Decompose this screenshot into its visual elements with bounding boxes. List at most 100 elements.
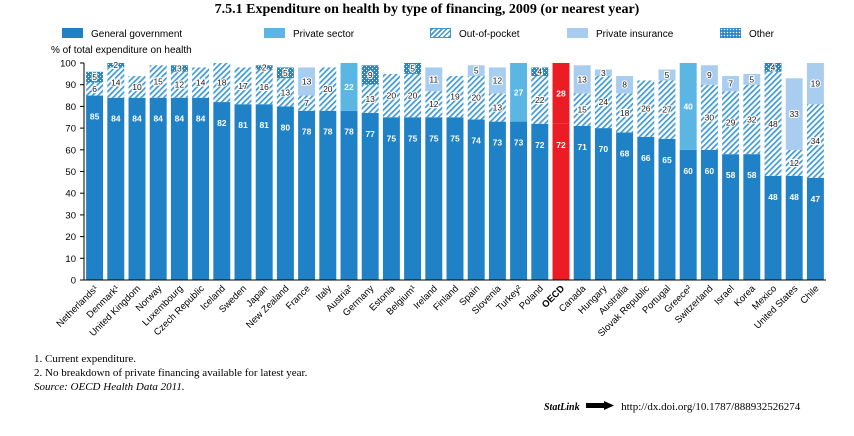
- data-label: 22: [535, 95, 545, 105]
- bar-segment: [128, 97, 146, 280]
- data-label: 26: [641, 104, 651, 114]
- x-tick-label: Israel: [713, 283, 737, 307]
- x-tick-label: France: [284, 283, 313, 312]
- data-label: 68: [620, 148, 630, 158]
- data-label: 84: [153, 114, 163, 124]
- bar-segment: [573, 65, 591, 94]
- y-tick-label: 10: [65, 254, 76, 265]
- data-label: 29: [726, 118, 736, 128]
- data-label: 17: [238, 81, 248, 91]
- bar-segment: [467, 65, 485, 77]
- bar-segment: [234, 67, 252, 105]
- data-label: 84: [111, 114, 121, 124]
- legend-label: Private sector: [293, 29, 355, 40]
- data-label: 34: [811, 136, 821, 146]
- bar-segment: [658, 138, 676, 280]
- y-tick-label: 40: [65, 189, 76, 200]
- legend-item-general-government: General government: [62, 28, 182, 42]
- data-label: 13: [281, 87, 291, 97]
- bar-segment: [107, 97, 125, 280]
- legend-swatch-private-insurance: [567, 28, 588, 38]
- bar-segment: [404, 63, 422, 74]
- data-label: 84: [132, 114, 142, 124]
- bar-segment: [298, 95, 316, 111]
- bar-segment: [616, 93, 634, 133]
- data-label: 77: [365, 129, 375, 139]
- data-label: 84: [175, 114, 185, 124]
- bar-segment: [425, 67, 443, 92]
- data-label: 5: [665, 70, 670, 80]
- bar-segment: [488, 93, 506, 122]
- bar-segment: [637, 80, 655, 137]
- data-label: 48: [789, 192, 799, 202]
- y-tick-label: 0: [71, 276, 76, 287]
- data-label: 80: [281, 122, 291, 132]
- x-tick-label: Poland: [517, 283, 546, 312]
- data-label: 20: [471, 93, 481, 103]
- bar-segment: [192, 67, 210, 98]
- bar-segment: [234, 104, 252, 280]
- y-tick-label: 50: [65, 167, 76, 178]
- data-label: 58: [747, 170, 757, 180]
- legend: General government Private sector Out-of…: [62, 28, 825, 42]
- bar-segment: [446, 76, 464, 118]
- bar-segment: [128, 76, 146, 98]
- data-label: 5: [474, 66, 479, 76]
- data-label: 15: [153, 76, 163, 86]
- bar-segment: [488, 67, 506, 94]
- bar-segment: [298, 110, 316, 281]
- data-label: 9: [368, 70, 373, 80]
- data-label: 13: [302, 76, 312, 86]
- legend-label: Private insurance: [596, 29, 674, 40]
- data-label: 75: [450, 133, 460, 143]
- y-axis-caption: % of total expenditure on health: [51, 45, 192, 56]
- bar-segment: [616, 63, 634, 77]
- bar-segment: [594, 128, 612, 280]
- data-label: 78: [344, 127, 354, 137]
- legend-item-private-sector: Private sector: [264, 28, 354, 42]
- bar-segment: [425, 117, 443, 280]
- legend-swatch-general-government: [62, 28, 83, 38]
- bar-segment: [149, 65, 167, 98]
- data-label: 19: [450, 92, 460, 102]
- data-label: 22: [344, 82, 354, 92]
- legend-swatch-private-sector: [264, 28, 285, 38]
- bar-segment: [679, 149, 697, 280]
- bar-segment: [743, 63, 761, 74]
- data-label: 33: [789, 109, 799, 119]
- data-label: 7: [304, 98, 309, 108]
- bar-segment: [255, 65, 273, 70]
- bar-segment: [637, 63, 655, 81]
- data-label: 6: [92, 84, 97, 94]
- bar-segment: [531, 63, 549, 68]
- bar-segment: [446, 63, 464, 77]
- data-label: 20: [323, 84, 333, 94]
- data-label: 58: [726, 170, 736, 180]
- bar-segment: [700, 65, 718, 85]
- bar-segment: [128, 63, 146, 77]
- statlink-url[interactable]: http://dx.doi.org/10.1787/888932526274: [621, 401, 801, 413]
- bar-segment: [573, 93, 591, 126]
- bar-segment: [319, 63, 337, 68]
- data-label: 7: [728, 79, 733, 89]
- data-label: 20: [408, 91, 418, 101]
- data-label: 12: [175, 80, 185, 90]
- bar-segment: [488, 121, 506, 280]
- data-label: 5: [749, 74, 754, 84]
- statlink[interactable]: StatLink http://dx.doi.org/10.1787/88893…: [544, 401, 800, 413]
- data-label: 5: [283, 68, 288, 78]
- bar-segment: [785, 149, 803, 176]
- bar-segment: [658, 69, 676, 81]
- data-label: 81: [259, 120, 269, 130]
- bar-segment: [170, 63, 188, 66]
- bar-segment: [510, 63, 528, 122]
- bar-segment: [404, 73, 422, 118]
- bar-segment: [722, 63, 740, 77]
- legend-swatch-other: [720, 28, 741, 38]
- bar-segment: [86, 95, 104, 280]
- bar-segment: [531, 123, 549, 280]
- data-label: 75: [429, 133, 439, 143]
- bar-segment: [637, 136, 655, 280]
- data-label: 18: [217, 78, 227, 88]
- bar-segment: [764, 71, 782, 176]
